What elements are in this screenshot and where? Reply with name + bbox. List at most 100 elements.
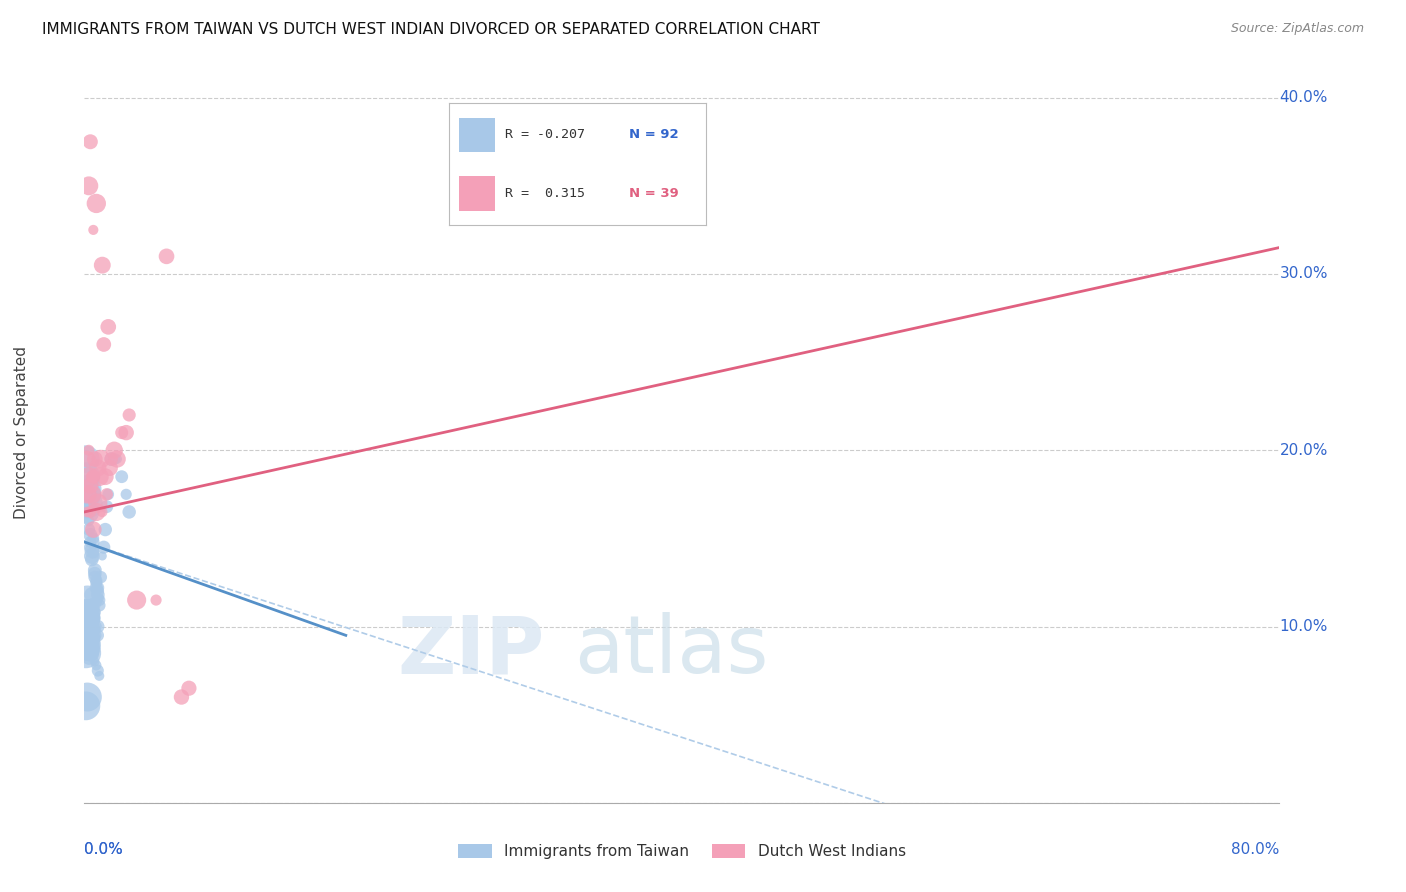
Point — [111, 425, 134, 440]
Point — [82, 223, 104, 237]
Point — [83, 606, 105, 620]
Point — [82, 532, 104, 546]
Point — [111, 469, 134, 483]
Point — [75, 610, 97, 624]
Point — [76, 505, 98, 519]
Point — [76, 606, 98, 620]
Point — [86, 581, 108, 595]
Point — [76, 593, 98, 607]
Text: Divorced or Separated: Divorced or Separated — [14, 346, 30, 519]
Point — [79, 637, 101, 651]
Point — [155, 249, 177, 263]
Text: 10.0%: 10.0% — [1279, 619, 1327, 634]
Point — [170, 690, 193, 704]
Legend: Immigrants from Taiwan, Dutch West Indians: Immigrants from Taiwan, Dutch West India… — [451, 838, 912, 865]
Point — [79, 619, 101, 633]
Point — [79, 135, 101, 149]
Text: 30.0%: 30.0% — [1279, 267, 1327, 282]
Point — [79, 540, 101, 554]
Point — [83, 452, 105, 467]
Point — [118, 505, 141, 519]
Point — [115, 425, 138, 440]
Point — [75, 469, 97, 483]
Point — [91, 549, 114, 563]
Point — [145, 593, 167, 607]
Point — [79, 478, 101, 492]
Point — [82, 535, 104, 549]
Point — [80, 588, 103, 602]
Point — [87, 628, 110, 642]
Point — [77, 178, 100, 193]
Point — [77, 651, 100, 665]
Point — [90, 452, 112, 467]
Point — [75, 619, 97, 633]
Point — [115, 487, 138, 501]
Point — [83, 563, 105, 577]
Point — [91, 505, 114, 519]
Point — [79, 609, 101, 624]
Point — [77, 523, 100, 537]
Point — [87, 461, 110, 475]
Point — [83, 623, 105, 637]
Point — [79, 628, 101, 642]
Point — [87, 496, 110, 510]
Point — [76, 615, 98, 630]
Point — [93, 540, 115, 554]
Point — [100, 452, 122, 467]
Point — [118, 408, 141, 422]
Point — [77, 640, 100, 655]
Point — [83, 566, 105, 581]
Point — [87, 664, 110, 678]
Point — [86, 619, 108, 633]
Point — [82, 523, 104, 537]
Point — [75, 698, 97, 713]
Point — [77, 500, 100, 514]
Point — [79, 505, 101, 519]
Point — [96, 500, 118, 514]
Point — [77, 615, 100, 630]
Point — [86, 628, 108, 642]
Point — [75, 637, 97, 651]
Point — [76, 690, 98, 704]
Point — [96, 487, 118, 501]
Point — [76, 482, 98, 496]
Point — [90, 570, 112, 584]
Point — [86, 658, 108, 673]
Point — [105, 452, 128, 467]
Point — [79, 599, 101, 613]
Point — [77, 623, 100, 637]
Point — [87, 581, 110, 595]
Point — [82, 630, 104, 644]
Point — [77, 514, 100, 528]
Point — [75, 487, 97, 501]
Point — [75, 628, 97, 642]
Point — [80, 610, 103, 624]
Point — [89, 599, 111, 613]
Point — [93, 337, 115, 351]
Point — [91, 258, 114, 272]
Point — [86, 574, 108, 588]
Point — [77, 606, 100, 620]
Point — [83, 655, 105, 669]
Point — [82, 637, 104, 651]
Point — [77, 632, 100, 646]
Point — [105, 452, 128, 467]
Point — [86, 610, 108, 624]
Point — [76, 452, 98, 467]
Point — [75, 646, 97, 660]
Point — [82, 545, 104, 559]
Point — [98, 461, 121, 475]
Point — [76, 505, 98, 519]
Point — [94, 523, 117, 537]
Text: 80.0%: 80.0% — [1232, 842, 1279, 856]
Point — [86, 575, 108, 590]
Point — [75, 452, 97, 467]
Point — [89, 591, 111, 606]
Point — [100, 452, 122, 467]
Point — [83, 570, 105, 584]
Point — [79, 646, 101, 660]
Point — [86, 196, 108, 211]
Point — [77, 469, 100, 483]
Point — [82, 597, 104, 611]
Point — [75, 602, 97, 616]
